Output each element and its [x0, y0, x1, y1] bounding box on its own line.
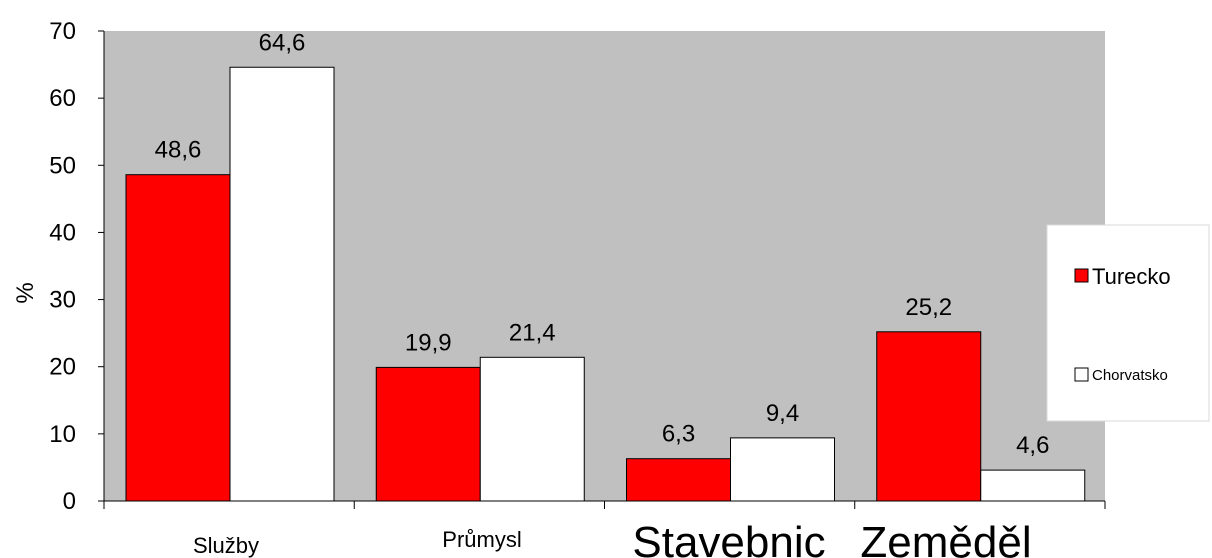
data-label-chorvatsko-0: 64,6	[259, 29, 306, 56]
bar-turecko-1	[375, 366, 481, 502]
y-tick-label-40: 40	[49, 219, 76, 246]
y-tick-label-50: 50	[49, 152, 76, 179]
legend-swatch-chorvatsko	[1074, 367, 1089, 382]
bar-chorvatsko-2	[730, 437, 835, 502]
y-tick-label-60: 60	[49, 85, 76, 112]
x-tick-label-stavebnictvi: Stavebnic	[632, 518, 825, 558]
y-tick-label-20: 20	[49, 354, 76, 381]
y-axis-label: %	[12, 282, 39, 303]
y-tick-label-70: 70	[49, 18, 76, 45]
bar-turecko-3	[876, 331, 982, 502]
legend-swatch-turecko	[1074, 268, 1089, 283]
bar-chorvatsko-0	[229, 66, 335, 502]
legend: Turecko Chorvatsko	[1046, 224, 1210, 422]
bar-chorvatsko-3	[980, 469, 1086, 502]
x-tick-label-prumysl: Průmysl	[442, 527, 521, 552]
bar-chorvatsko-1	[479, 356, 585, 502]
data-label-turecko-0: 48,6	[155, 137, 202, 164]
legend-label-chorvatsko: Chorvatsko	[1092, 367, 1168, 384]
x-tick-label-zemedelstvi: Zeměděl	[860, 518, 1031, 558]
y-tick-label-10: 10	[49, 421, 76, 448]
data-label-chorvatsko-1: 21,4	[509, 319, 556, 346]
y-tick-label-30: 30	[49, 287, 76, 314]
x-tick-label-sluzby: Služby	[193, 533, 259, 558]
data-label-turecko-1: 19,9	[405, 329, 452, 356]
legend-label-turecko: Turecko	[1092, 264, 1171, 289]
data-label-chorvatsko-2: 9,4	[766, 400, 799, 427]
bar-turecko-0	[125, 174, 231, 502]
legend-box	[1046, 224, 1210, 422]
data-label-turecko-2: 6,3	[662, 421, 695, 448]
data-label-turecko-3: 25,2	[905, 294, 952, 321]
bar-turecko-2	[626, 458, 731, 502]
y-tick-label-0: 0	[63, 488, 76, 515]
data-label-chorvatsko-3: 4,6	[1016, 432, 1049, 459]
